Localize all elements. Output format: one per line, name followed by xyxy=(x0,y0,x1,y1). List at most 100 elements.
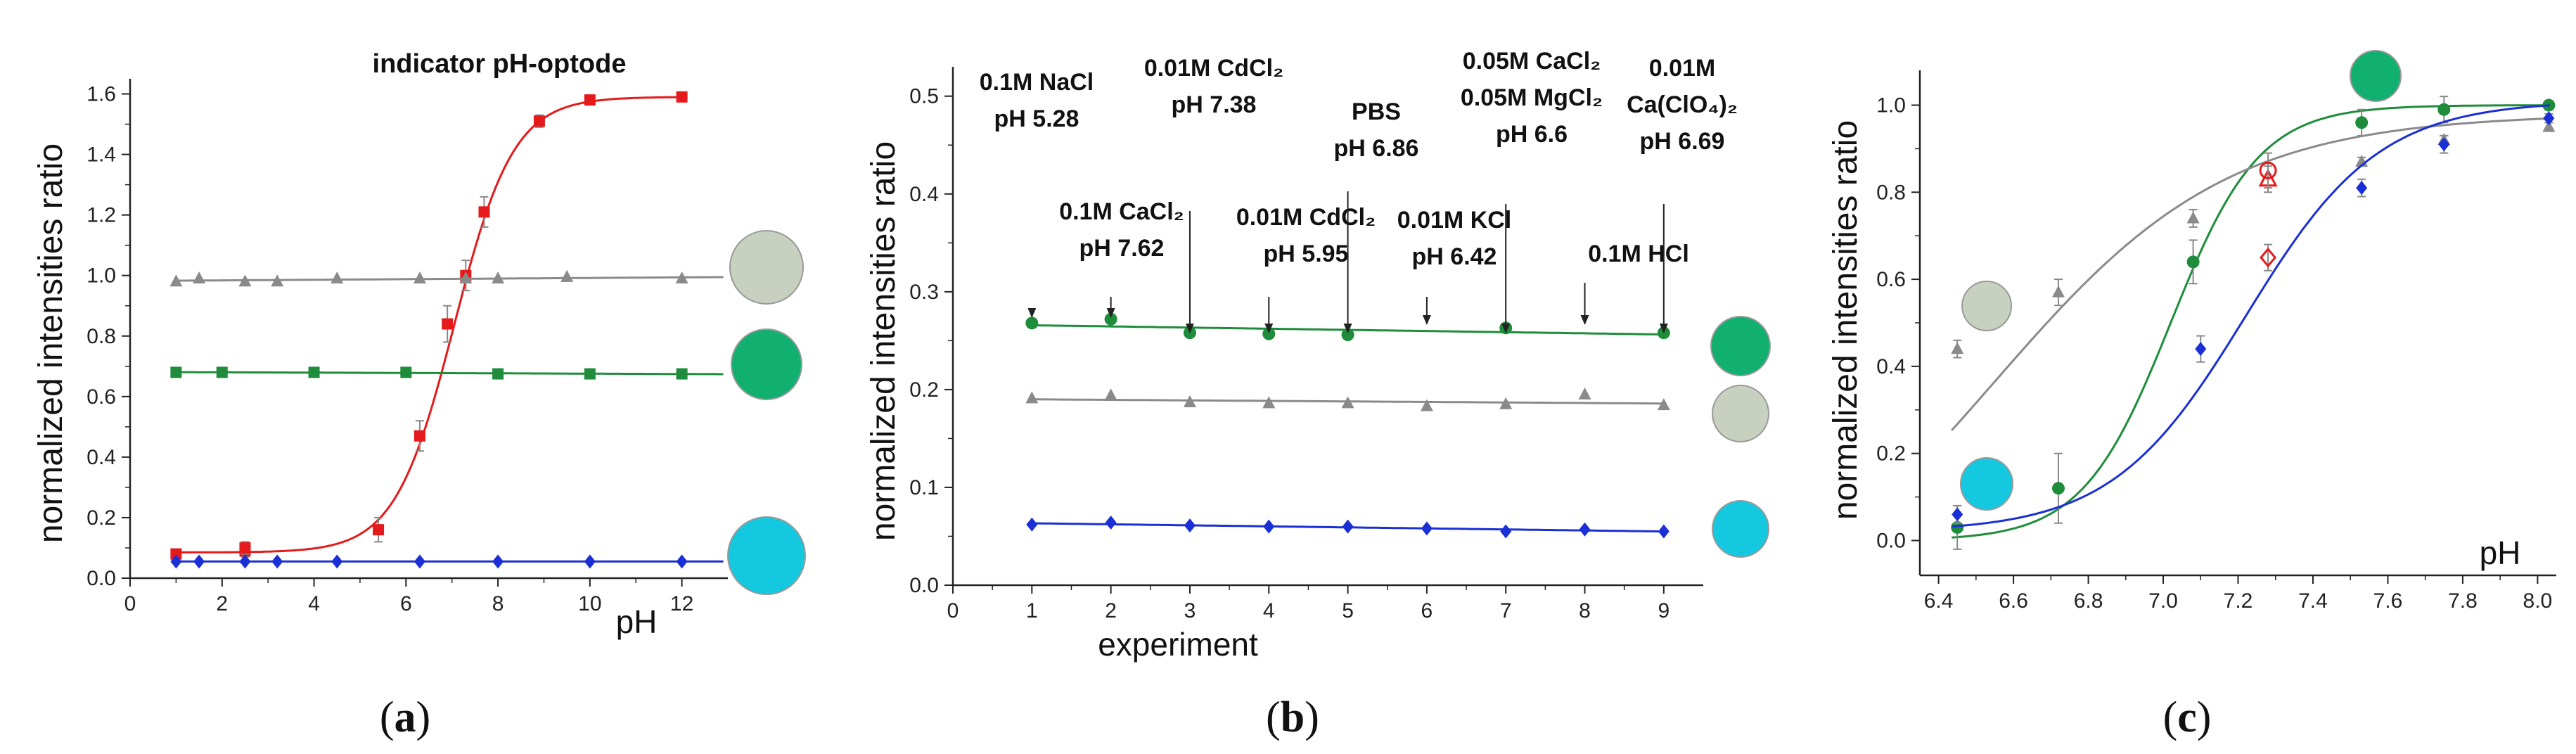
panel-c-label: (c) xyxy=(2163,694,2212,741)
data-point-green xyxy=(1104,312,1117,326)
panel-a-ytick-label: 1.0 xyxy=(86,264,116,288)
panel-b-ytick-label: 0.3 xyxy=(909,281,939,304)
data-point-red xyxy=(676,91,688,103)
panel-b-annotation-text: pH 7.62 xyxy=(1079,235,1165,262)
panel-b-xlabel: experiment xyxy=(1098,626,1258,663)
data-point-blue xyxy=(2543,111,2555,126)
panel-b-xtick-label: 5 xyxy=(1342,599,1354,622)
data-point-gray xyxy=(193,271,206,283)
panel-b-annotation: 0.01M KCl pH 6.42 xyxy=(1397,207,1511,325)
panel-b-annotation-text: 0.05M CaCl₂ xyxy=(1463,48,1601,75)
data-point-red xyxy=(478,206,490,218)
panel-a-fit-line-red xyxy=(176,96,682,554)
panel-b-ylabel: normalized intensities ratio xyxy=(865,141,902,541)
panel-b-xtick-label: 0 xyxy=(947,599,959,622)
panel-b-annotation-arrowhead xyxy=(1422,315,1431,325)
panel-c-series-gray xyxy=(1951,117,2556,431)
panel-b-annotation: 0.1M NaCl pH 5.28 xyxy=(980,69,1094,318)
data-point-blue xyxy=(2356,181,2368,196)
data-point-red xyxy=(239,542,251,554)
data-point-blue xyxy=(414,554,425,569)
panel-b-annotation-text: pH 6.6 xyxy=(1496,121,1568,148)
data-point-blue xyxy=(584,554,596,569)
data-point-green xyxy=(676,368,688,380)
panel-b-annotation-text: pH 6.69 xyxy=(1640,128,1725,155)
panel-b-annotation: 0.01M CdCl₂ pH 7.38 xyxy=(1144,55,1283,333)
panel-b-xtick-label: 3 xyxy=(1184,599,1196,622)
data-point-blue xyxy=(170,554,182,569)
panel-c-ylabel: normalized intensities ratio xyxy=(1827,120,1864,520)
data-point-green xyxy=(2051,482,2065,495)
panel-b-annotation-text: 0.01M CdCl₂ xyxy=(1236,204,1376,231)
panel-a-ytick-label: 0.2 xyxy=(86,506,116,530)
data-point-blue xyxy=(1026,517,1038,532)
panel-a-ytick-label: 0.6 xyxy=(86,385,116,409)
data-point-gray xyxy=(169,274,183,287)
data-point-green xyxy=(1262,327,1276,340)
data-point-green xyxy=(216,366,228,378)
panel-a-xtick-label: 0 xyxy=(124,592,136,615)
data-point-green xyxy=(400,366,412,378)
panel-c-xlabel: pH xyxy=(2480,535,2521,571)
data-point-blue xyxy=(271,554,283,569)
data-point-gray xyxy=(331,271,344,283)
data-point-gray xyxy=(413,271,426,283)
panel-c-series-green xyxy=(1951,96,2556,550)
panel-b-annotation-arrowhead xyxy=(1106,308,1115,318)
panel-b-annotation-text: PBS xyxy=(1352,98,1401,125)
panel-b-annotation: 0.05M CaCl₂ 0.05M MgCl₂ pH 6.6 xyxy=(1461,48,1603,333)
data-point-blue xyxy=(1263,519,1275,534)
data-point-gray xyxy=(1025,391,1039,404)
data-point-gray xyxy=(2051,285,2065,298)
panel-b-annotation-text: 0.01M CdCl₂ xyxy=(1144,55,1283,82)
data-point-red xyxy=(170,548,182,560)
data-point-gray xyxy=(1951,342,1964,354)
data-point-green xyxy=(2355,116,2369,129)
panel-b-annotation-text: pH 5.28 xyxy=(994,106,1079,132)
data-point-green xyxy=(308,366,320,378)
panel-b-annotation-arrowhead xyxy=(1501,324,1511,333)
data-point-blue xyxy=(676,554,688,569)
panel-b-xtick-label: 1 xyxy=(1026,599,1038,622)
panel-c-fit-line-blue xyxy=(1952,104,2551,528)
panel-b-annotation-arrowhead xyxy=(1185,324,1194,333)
panel-b-legend-circle-cyan xyxy=(1712,500,1769,558)
panel-b-annotation-text: pH 5.95 xyxy=(1264,241,1349,267)
data-point-blue xyxy=(1500,524,1512,539)
data-point-gray xyxy=(459,271,473,283)
panel-a-xtick-label: 2 xyxy=(216,592,228,615)
data-point-gray xyxy=(1104,388,1117,401)
panel-b-ytick-label: 0.4 xyxy=(909,183,939,206)
panel-c-fit-line-green xyxy=(1952,104,2550,539)
panel-c-ytick-label: 0.6 xyxy=(1876,268,1906,291)
panel-b-annotation-arrowhead xyxy=(1343,324,1352,333)
data-point-gray xyxy=(675,271,688,283)
panel-a-ytick-label: 1.2 xyxy=(86,204,116,227)
panel-a-series-gray xyxy=(169,269,724,287)
data-point-blue xyxy=(492,554,504,569)
panel-c-chart: normalized intensities ratio pH 6.4 6.6 6.… xyxy=(1827,50,2556,613)
panel-b-ytick-label: 0.1 xyxy=(909,476,939,499)
data-point-red xyxy=(373,524,385,536)
data-point-gray xyxy=(2186,211,2200,224)
panel-b-annotation-text: pH 6.86 xyxy=(1334,135,1419,162)
panel-c-xtick-label: 6.8 xyxy=(2074,589,2103,613)
panel-a-fit-line-gray xyxy=(176,276,724,282)
panel-a-ylabel: normalized intensities ratio xyxy=(32,143,70,543)
panel-c-xtick-label: 6.4 xyxy=(1924,589,1954,613)
data-point-blue xyxy=(1421,521,1433,536)
panel-a-xlabel: pH xyxy=(616,603,658,640)
data-point-blue xyxy=(1105,516,1117,530)
panel-a-ytick-label: 0.4 xyxy=(86,446,116,469)
data-point-gray xyxy=(1341,396,1354,409)
data-point-blue xyxy=(1184,518,1196,533)
panel-a-ytick-label: 0.8 xyxy=(86,325,116,348)
data-point-red xyxy=(2259,161,2277,179)
data-point-blue xyxy=(2195,342,2207,357)
panel-b-legend-circle-gray xyxy=(1712,385,1769,442)
panel-b-series-gray xyxy=(1025,387,1670,411)
data-point-green xyxy=(1025,317,1039,330)
panel-b-annotation-arrowhead xyxy=(1264,324,1274,333)
panel-a-xtick-label: 8 xyxy=(492,592,504,615)
